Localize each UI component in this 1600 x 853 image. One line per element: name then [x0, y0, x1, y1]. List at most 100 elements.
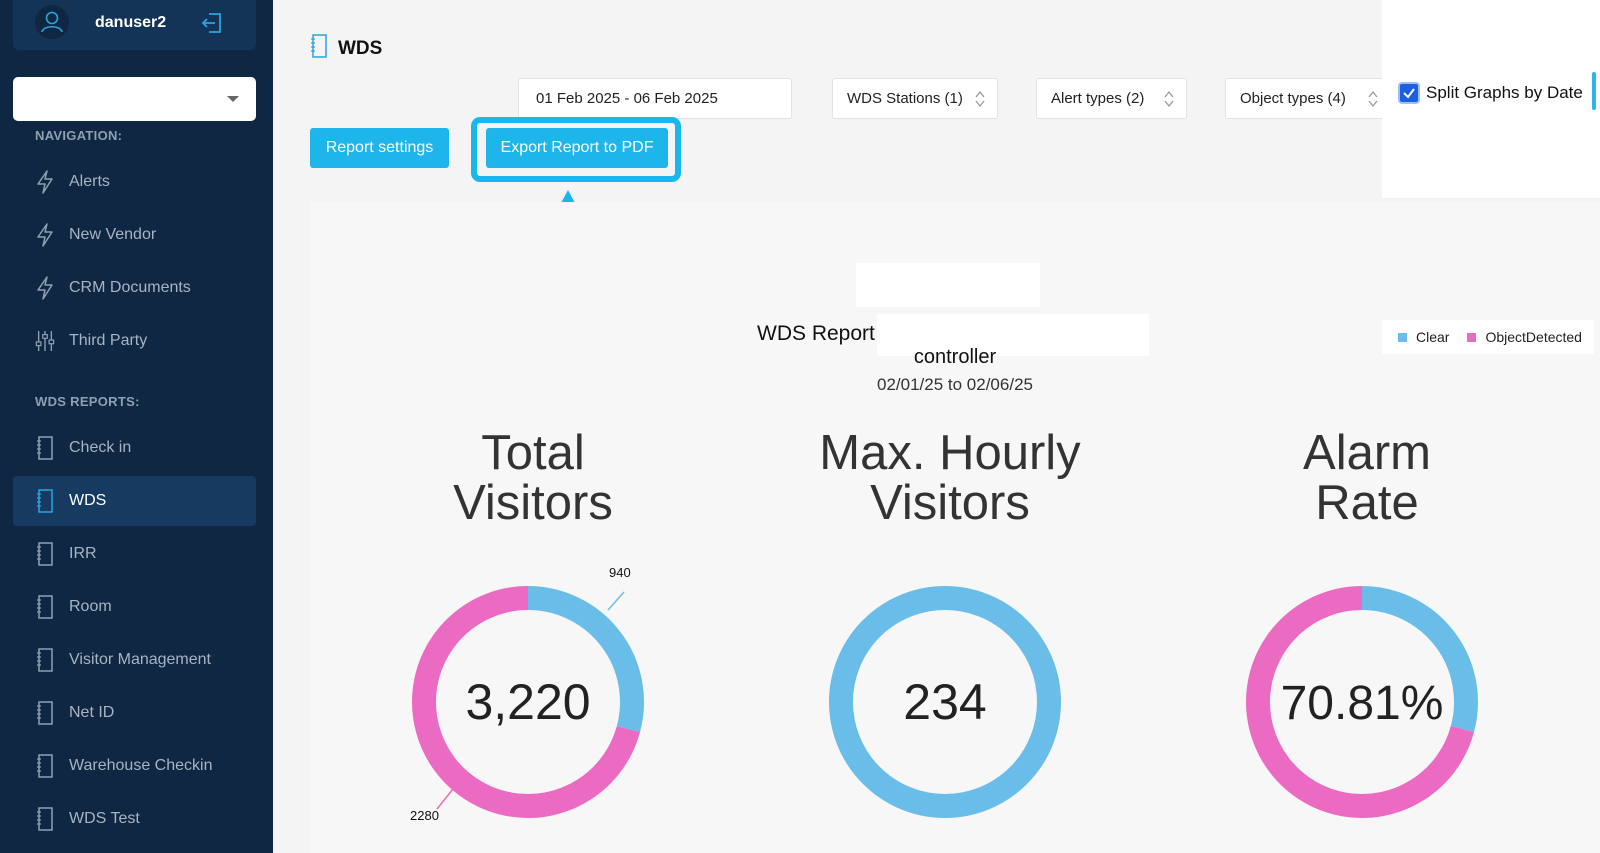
sidebar-item-label: Visitor Management [69, 651, 211, 668]
chevron-down-icon [227, 96, 239, 102]
alert-types-value: Alert types (2) [1051, 90, 1145, 107]
bolt-icon [35, 169, 55, 195]
legend-swatch [1467, 332, 1477, 342]
data-label-object-detected: 2280 [410, 808, 439, 823]
highlight-ring [471, 117, 681, 182]
donut-slice-clear[interactable] [527, 586, 644, 733]
sidebar-item-label: Alerts [69, 173, 110, 190]
sidebar-item-label: CRM Documents [69, 279, 191, 296]
username: danuser2 [95, 14, 167, 31]
scroll-indicator [1592, 72, 1596, 110]
wds-reports-heading: WDS REPORTS: [35, 394, 140, 409]
leader-line [436, 788, 454, 810]
sidebar-item-label: Room [69, 598, 112, 615]
wds-stations-select[interactable]: WDS Stations (1) [832, 78, 998, 119]
updown-icon [1164, 90, 1174, 108]
notebook-icon [35, 806, 55, 832]
sidebar-item-net-id[interactable]: Net ID [13, 688, 256, 738]
bolt-icon [35, 275, 55, 301]
metric-title-line: Alarm [1303, 426, 1431, 480]
sidebar-item-label: IRR [69, 545, 97, 562]
notebook-icon [35, 753, 55, 779]
sidebar-item-room[interactable]: Room [13, 582, 256, 632]
split-graphs-panel: Split Graphs by Date [1382, 0, 1600, 198]
metric-title-line: Visitors [870, 476, 1030, 530]
sidebar-item-label: Warehouse Checkin [69, 757, 213, 774]
donut-center-value: 70.81% [1281, 677, 1444, 730]
donut-slice-clear[interactable] [829, 586, 1061, 818]
chart-legend: Clear ObjectDetected [1382, 320, 1594, 354]
notebook-icon [35, 488, 55, 514]
nav-heading: NAVIGATION: [35, 128, 123, 143]
sidebar-item-label: Third Party [69, 332, 148, 349]
report-title: WDS Report [757, 322, 875, 345]
sidebar-item-wds-test[interactable]: WDS Test [13, 794, 256, 844]
sidebar-item-new-vendor[interactable]: New Vendor [13, 210, 256, 260]
sidebar-item-label: WDS Test [69, 810, 140, 827]
checkbox-checked-icon[interactable] [1398, 82, 1420, 104]
leader-line [607, 591, 625, 611]
user-box: danuser2 [13, 0, 256, 50]
split-graphs-label: Split Graphs by Date [1426, 83, 1583, 102]
legend-swatch [1398, 332, 1407, 342]
donut-slice-objectdetected[interactable] [412, 586, 640, 818]
legend-item-clear[interactable]: Clear [1398, 329, 1449, 345]
date-range-input[interactable]: 01 Feb 2025 - 06 Feb 2025 [518, 78, 792, 119]
bolt-icon [35, 222, 55, 248]
sidebar-item-wds[interactable]: WDS [13, 476, 256, 526]
updown-icon [975, 90, 985, 108]
updown-icon [1368, 90, 1378, 108]
report-settings-button[interactable]: Report settings [310, 128, 449, 168]
notebook-icon [310, 34, 328, 63]
metric-title-line: Visitors [453, 476, 613, 530]
donut-slice-objectdetected[interactable] [1246, 586, 1474, 818]
metric-title-line: Max. Hourly [819, 426, 1081, 480]
sidebar-item-check-in[interactable]: Check in [13, 423, 256, 473]
sidebar-item-alerts[interactable]: Alerts [13, 157, 256, 207]
sidebar-item-label: Net ID [69, 704, 115, 721]
report-date-span: 02/01/25 to 02/06/25 [877, 375, 1033, 394]
notebook-icon [35, 435, 55, 461]
logout-icon[interactable] [199, 10, 225, 36]
sidebar-item-visitor-management[interactable]: Visitor Management [13, 635, 256, 685]
user-avatar-icon[interactable] [35, 5, 69, 39]
donut-chart-max-hourly: 234 [829, 586, 1061, 818]
legend-label: ObjectDetected [1485, 329, 1582, 345]
sidebar-item-irr[interactable]: IRR [13, 529, 256, 579]
sidebar-item-crm-documents[interactable]: CRM Documents [13, 263, 256, 313]
split-graphs-toggle[interactable]: Split Graphs by Date [1398, 78, 1583, 108]
donut-chart-total-visitors: 3,220 [412, 586, 644, 818]
alert-types-select[interactable]: Alert types (2) [1036, 78, 1187, 119]
donut-center-value: 3,220 [465, 674, 590, 730]
notebook-icon [35, 700, 55, 726]
donut-center-value: 234 [903, 674, 986, 730]
page-header: WDS [310, 34, 382, 63]
project-select[interactable] [13, 77, 256, 121]
notebook-icon [35, 647, 55, 673]
sidebar-item-label: WDS [69, 492, 107, 509]
legend-label: Clear [1416, 329, 1450, 345]
date-range-value: 01 Feb 2025 - 06 Feb 2025 [536, 90, 718, 107]
sidebar-item-warehouse-checkin[interactable]: Warehouse Checkin [13, 741, 256, 791]
wds-stations-value: WDS Stations (1) [847, 90, 963, 107]
data-label-clear: 940 [609, 565, 631, 580]
sliders-icon [35, 328, 55, 354]
report-panel: WDS Report controller 02/01/25 to 02/06/… [310, 202, 1600, 853]
notebook-icon [35, 541, 55, 567]
metric-title-total-visitors: Total Visitors [353, 428, 713, 528]
page-title: WDS [338, 37, 383, 59]
donut-chart-alarm-rate: 70.81% [1246, 586, 1478, 818]
redacted-block [856, 263, 1040, 307]
sidebar: danuser2 NAVIGATION: Alerts New Vendor C… [0, 0, 273, 853]
metric-title-alarm-rate: Alarm Rate [1187, 428, 1547, 528]
metric-title-line: Rate [1315, 476, 1419, 530]
donut-slice-clear[interactable] [1361, 586, 1478, 733]
legend-item-object-detected[interactable]: ObjectDetected [1467, 329, 1582, 345]
sidebar-item-label: Check in [69, 439, 132, 456]
metric-title-max-hourly: Max. Hourly Visitors [770, 428, 1130, 528]
redacted-block [877, 314, 1149, 356]
report-subtitle: controller [913, 346, 997, 368]
export-pdf-button[interactable]: Export Report to PDF [486, 128, 668, 168]
sidebar-item-third-party[interactable]: Third Party [13, 316, 256, 366]
object-types-select[interactable]: Object types (4) [1225, 78, 1391, 119]
